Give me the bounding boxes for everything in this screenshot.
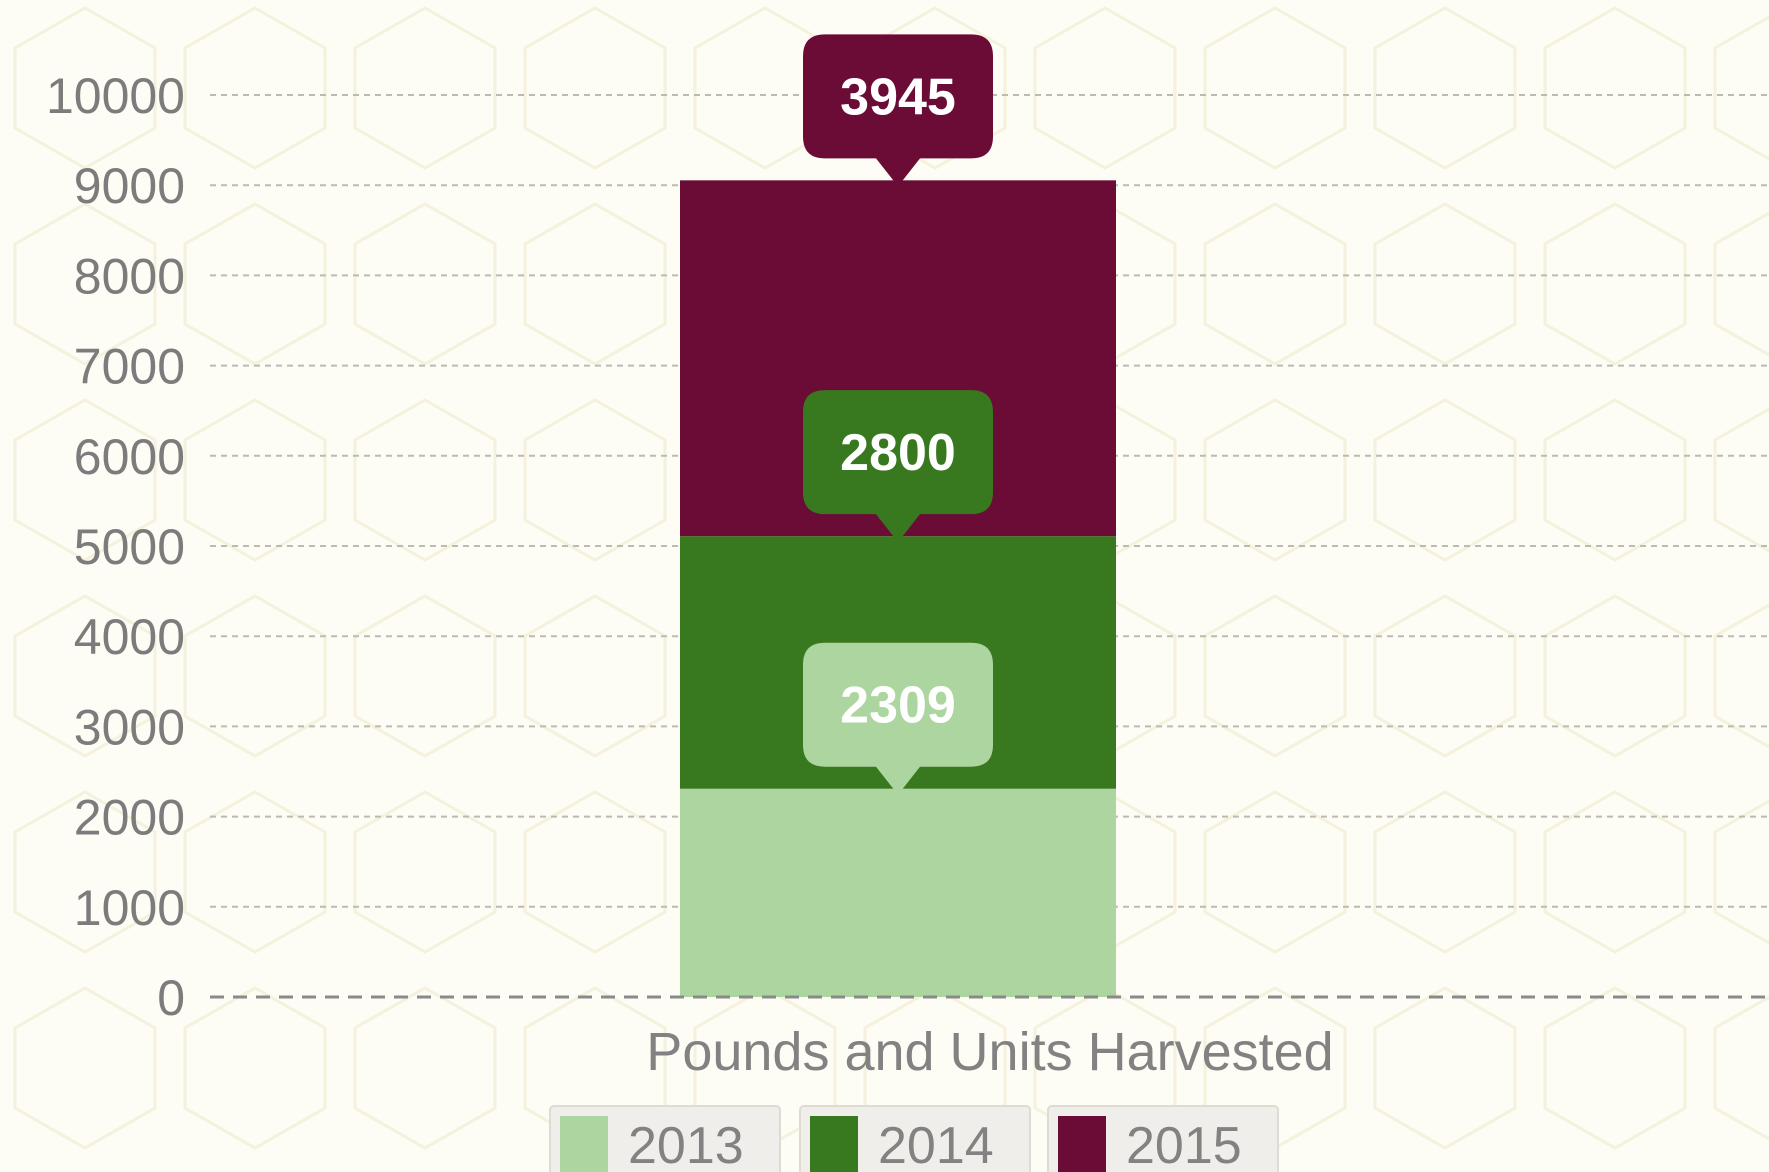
y-tick-label-8000: 8000 <box>74 248 185 304</box>
data-label-2015: 3945 <box>840 68 956 126</box>
legend-swatch-2014 <box>810 1116 858 1172</box>
y-tick-label-4000: 4000 <box>74 609 185 665</box>
y-tick-label-3000: 3000 <box>74 699 185 755</box>
x-category-label: Pounds and Units Harvested <box>646 1022 1333 1082</box>
data-label-2014: 2800 <box>840 424 956 482</box>
data-callout-2014 <box>803 390 993 543</box>
legend-item-2014[interactable]: 2014 <box>799 1105 1031 1172</box>
legend-label-2013: 2013 <box>628 1117 744 1172</box>
legend-swatch-2013 <box>560 1116 608 1172</box>
data-label-2013: 2309 <box>840 677 956 735</box>
y-tick-label-1000: 1000 <box>74 880 185 936</box>
data-callout-2015 <box>803 34 993 187</box>
y-tick-label-0: 0 <box>157 970 185 1026</box>
y-tick-label-9000: 9000 <box>74 158 185 214</box>
y-tick-label-6000: 6000 <box>74 429 185 485</box>
bar-segment-2013[interactable] <box>680 788 1116 997</box>
legend-label-2015: 2015 <box>1126 1117 1242 1172</box>
legend-item-2013[interactable]: 2013 <box>549 1105 781 1172</box>
data-callout-2013 <box>803 642 993 795</box>
y-tick-label-10000: 10000 <box>46 68 185 124</box>
legend-label-2014: 2014 <box>878 1117 994 1172</box>
legend-swatch-2015 <box>1058 1116 1106 1172</box>
y-tick-label-2000: 2000 <box>74 790 185 846</box>
y-tick-label-5000: 5000 <box>74 519 185 575</box>
y-tick-label-7000: 7000 <box>74 339 185 395</box>
legend-item-2015[interactable]: 2015 <box>1047 1105 1279 1172</box>
